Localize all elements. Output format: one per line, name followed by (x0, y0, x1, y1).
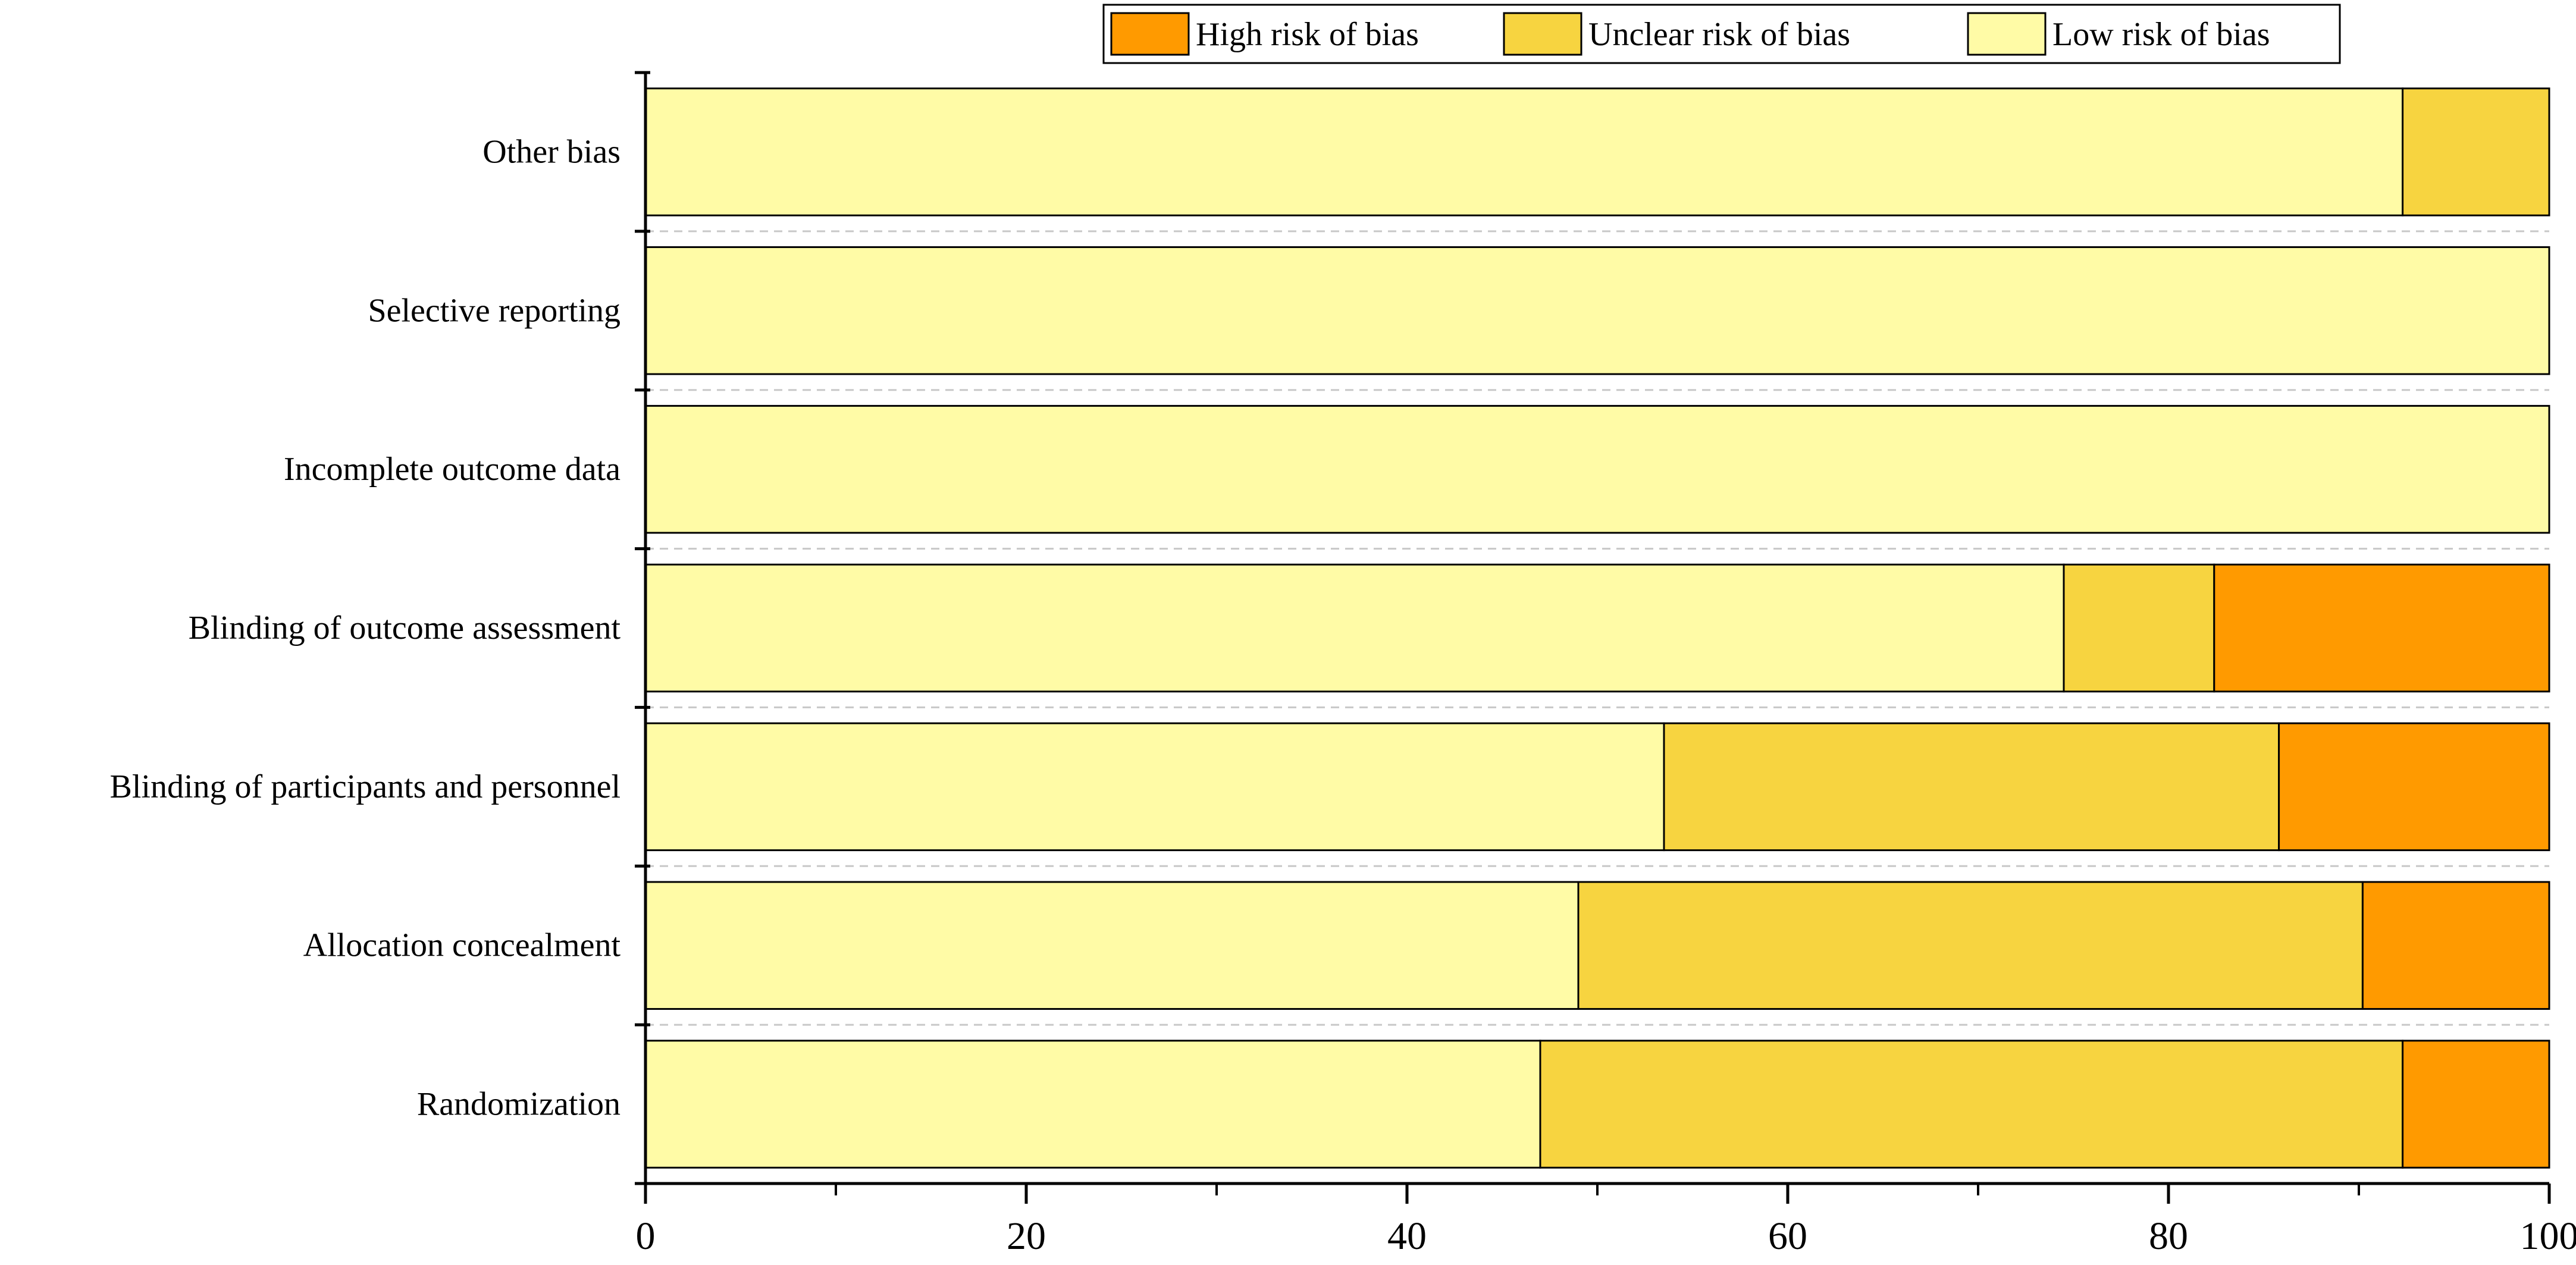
separators-layer (645, 230, 2549, 1026)
category-label-incomplete-outcome-data: Incomplete outcome data (284, 451, 621, 488)
x-tick-label-40: 40 (1387, 1214, 1427, 1258)
x-tick-label-20: 20 (1007, 1214, 1046, 1258)
bar-blinding-of-participants-and-personnel-high-risk-of-bias (2278, 722, 2550, 852)
bar-blinding-of-outcome-assessment-unclear-risk-of-bias (2063, 563, 2215, 693)
bar-randomization-low-risk-of-bias (644, 1040, 1541, 1169)
bar-incomplete-outcome-data-low-risk-of-bias (644, 404, 2550, 534)
x-tick-label-80: 80 (2149, 1214, 2188, 1258)
bar-randomization-unclear-risk-of-bias (1539, 1040, 2404, 1169)
labels-layer: Other bias Selective reporting Incomplete … (110, 133, 2576, 1258)
legend-frame (1102, 4, 2341, 64)
legend-swatch-high-risk-of-bias (1110, 12, 1190, 56)
bar-selective-reporting-low-risk-of-bias (644, 246, 2550, 375)
legend-swatch-low-risk-of-bias (1967, 12, 2047, 56)
category-label-blinding-of-participants-and-personnel: Blinding of participants and personnel (110, 768, 621, 805)
bars-layer (644, 87, 2550, 1169)
bar-blinding-of-participants-and-personnel-unclear-risk-of-bias (1663, 722, 2280, 852)
category-label-blinding-of-outcome-assessment: Blinding of outcome assessment (189, 610, 621, 646)
legend-label-low-risk-of-bias: Low risk of bias (2052, 16, 2270, 53)
bar-blinding-of-outcome-assessment-low-risk-of-bias (644, 563, 2065, 693)
bar-blinding-of-outcome-assessment-high-risk-of-bias (2213, 563, 2550, 693)
legend: High risk of bias Unclear risk of bias Low… (1102, 4, 2341, 64)
x-tick-label-0: 0 (636, 1214, 656, 1258)
bar-randomization-high-risk-of-bias (2402, 1040, 2550, 1169)
category-label-selective-reporting: Selective reporting (368, 292, 621, 329)
x-tick-label-60: 60 (1768, 1214, 1807, 1258)
bar-allocation-concealment-unclear-risk-of-bias (1577, 881, 2364, 1010)
legend-label-high-risk-of-bias: High risk of bias (1196, 16, 1419, 53)
bar-allocation-concealment-high-risk-of-bias (2361, 881, 2550, 1010)
x-tick-label-100: 100 (2520, 1214, 2576, 1258)
bar-allocation-concealment-low-risk-of-bias (644, 881, 1580, 1010)
category-label-other-bias: Other bias (482, 133, 621, 170)
category-label-randomization: Randomization (417, 1086, 621, 1123)
bar-other-bias-unclear-risk-of-bias (2402, 87, 2550, 216)
legend-label-unclear-risk-of-bias: Unclear risk of bias (1588, 16, 1850, 53)
category-label-allocation-concealment: Allocation concealment (303, 927, 621, 964)
axes-layer (635, 71, 2551, 1204)
bar-other-bias-low-risk-of-bias (644, 87, 2404, 216)
bar-blinding-of-participants-and-personnel-low-risk-of-bias (644, 722, 1665, 852)
legend-swatch-unclear-risk-of-bias (1503, 12, 1582, 56)
